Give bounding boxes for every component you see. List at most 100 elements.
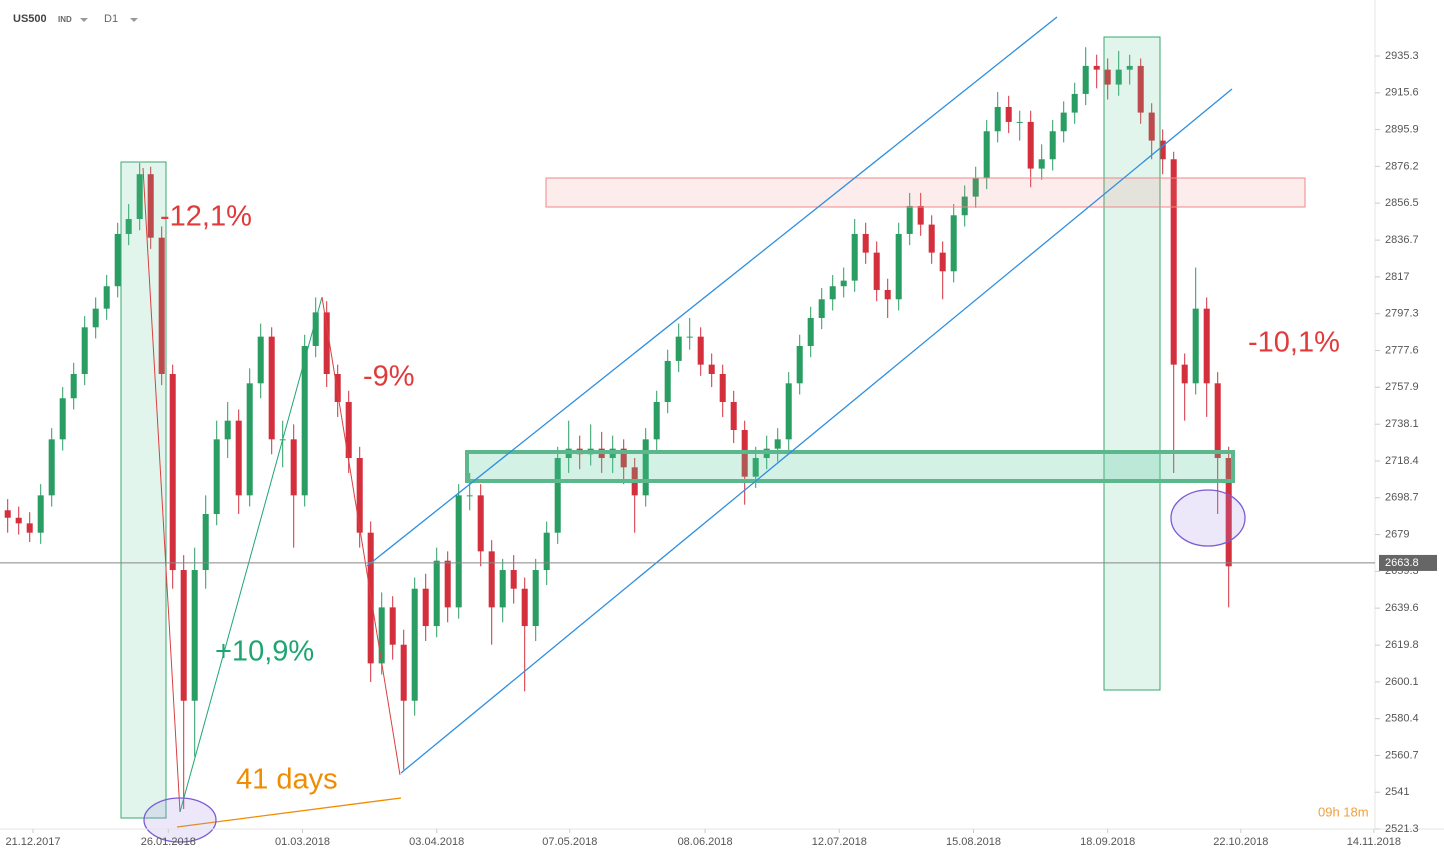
candle-body xyxy=(917,205,924,225)
candle-body xyxy=(1005,106,1012,122)
x-tick-label: 07.05.2018 xyxy=(542,836,597,848)
candle-body xyxy=(642,439,649,496)
y-tick-label: 2580.4 xyxy=(1385,713,1419,725)
y-tick-label: 2836.7 xyxy=(1385,234,1419,246)
candle-body xyxy=(477,495,484,552)
candle-body xyxy=(147,174,154,238)
y-tick-label: 2856.5 xyxy=(1385,197,1419,209)
candle-body xyxy=(411,588,418,701)
candle-body xyxy=(4,510,11,518)
candle-body xyxy=(840,280,847,287)
candle-body xyxy=(950,215,957,272)
candle-body xyxy=(1071,93,1078,113)
x-tick-label: 08.06.2018 xyxy=(678,836,733,848)
trend-line xyxy=(321,296,401,776)
highlight-ellipse xyxy=(143,797,217,843)
candle-body xyxy=(169,373,176,571)
candle-body xyxy=(433,560,440,627)
x-tick-label: 18.09.2018 xyxy=(1080,836,1135,848)
candle-body xyxy=(730,401,737,430)
candle-body xyxy=(543,532,550,571)
candle-body xyxy=(1082,65,1089,94)
candle-body xyxy=(180,570,187,701)
candle-body xyxy=(818,299,825,318)
x-tick-label: 01.03.2018 xyxy=(275,836,330,848)
overlays xyxy=(120,16,1306,843)
candle-body xyxy=(70,373,77,399)
candle-body xyxy=(983,131,990,178)
candle-body xyxy=(796,345,803,384)
candle-body xyxy=(499,570,506,608)
candle-body xyxy=(807,317,814,346)
last-price-label: 2663.8 xyxy=(1385,557,1419,569)
candle-body xyxy=(906,205,913,234)
candle-body xyxy=(1115,69,1122,85)
candle-body xyxy=(532,570,539,627)
y-tick-label: 2521.3 xyxy=(1385,823,1419,835)
y-tick-label: 2757.9 xyxy=(1385,381,1419,393)
candle-body xyxy=(719,373,726,402)
annotation: +10,9% xyxy=(215,636,314,668)
candle-body xyxy=(422,588,429,627)
highlight-box xyxy=(1103,36,1161,691)
candle-body xyxy=(26,523,33,533)
candle-body xyxy=(895,233,902,300)
candle-body xyxy=(1060,112,1067,132)
dropdown-icon[interactable] xyxy=(130,18,138,22)
candle-body xyxy=(103,286,110,309)
y-tick-label: 2718.4 xyxy=(1385,455,1419,467)
support-zone xyxy=(465,450,1235,483)
candle-body xyxy=(1027,121,1034,169)
candle-body xyxy=(675,336,682,361)
candle-body xyxy=(1093,65,1100,70)
x-tick-label: 26.01.2018 xyxy=(141,836,196,848)
y-tick-label: 2797.3 xyxy=(1385,308,1419,320)
candle-body xyxy=(697,336,704,365)
candle-body xyxy=(939,252,946,272)
candle-body xyxy=(455,495,462,608)
candle-body xyxy=(158,237,165,374)
candle-body xyxy=(1159,140,1166,160)
y-tick-label: 2915.6 xyxy=(1385,87,1419,99)
candle-body xyxy=(708,364,715,374)
candle-body xyxy=(268,336,275,440)
channel-line xyxy=(400,88,1233,774)
y-tick-label: 2817 xyxy=(1385,271,1409,283)
y-tick-label: 2935.3 xyxy=(1385,50,1419,62)
candle-body xyxy=(202,514,209,571)
symbol: US500 xyxy=(13,13,47,25)
y-tick-label: 2895.9 xyxy=(1385,123,1419,135)
candle-body xyxy=(510,570,517,589)
x-tick-label: 22.10.2018 xyxy=(1213,836,1268,848)
candle-body xyxy=(1192,308,1199,384)
candle-body xyxy=(92,308,99,328)
dropdown-icon[interactable] xyxy=(80,18,88,22)
highlight-ellipse xyxy=(1170,489,1246,547)
candle-body xyxy=(59,398,66,440)
y-tick-label: 2600.1 xyxy=(1385,676,1419,688)
candle-body xyxy=(334,373,341,402)
candle-body xyxy=(345,401,352,459)
candle-body xyxy=(323,312,330,374)
candle-body xyxy=(1214,383,1221,459)
timeframe[interactable]: D1 xyxy=(104,13,118,25)
y-tick-label: 2777.6 xyxy=(1385,344,1419,356)
candle-body xyxy=(125,219,132,234)
candle-body xyxy=(1225,458,1232,567)
candle-body xyxy=(972,177,979,197)
candle-body xyxy=(191,570,198,701)
countdown: 09h 18m xyxy=(1318,804,1369,819)
candle-body xyxy=(224,420,231,440)
candle-body xyxy=(400,644,407,701)
candle-body xyxy=(114,233,121,287)
annotation: -12,1% xyxy=(160,201,252,233)
candle-body xyxy=(246,383,253,496)
candle-body xyxy=(620,448,627,468)
y-tick-label: 2698.7 xyxy=(1385,492,1419,504)
x-tick-label: 03.04.2018 xyxy=(409,836,464,848)
candle-body xyxy=(752,458,759,477)
candle-body xyxy=(1016,121,1023,123)
candle-body xyxy=(257,336,264,384)
candle-body xyxy=(1203,308,1210,384)
candle-body xyxy=(829,286,836,300)
